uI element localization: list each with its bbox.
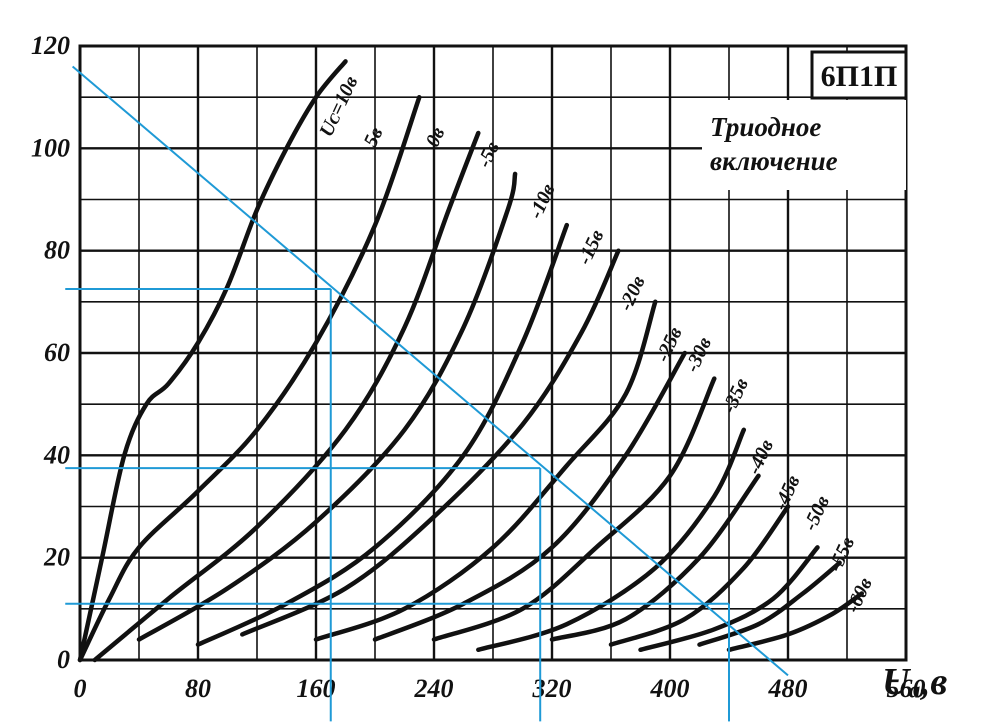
anode-curve [240, 248, 621, 637]
subtitle-line-2: включение [710, 146, 838, 176]
y-tick-labels: 0 20 40 60 80 100 120 [31, 31, 70, 674]
anode-curve [608, 504, 791, 647]
curve-label: 0в [422, 124, 450, 151]
anode-curve [92, 130, 481, 663]
anode-curve [726, 591, 865, 653]
y-tick-label: 80 [44, 236, 70, 265]
subtitle-line-1: Триодное [710, 112, 821, 142]
x-tick-label: 240 [414, 674, 454, 703]
curve-label: -15в [573, 227, 608, 269]
anode-curve [372, 350, 688, 642]
curve-label: -35в [718, 375, 753, 417]
curve-label: -50в [799, 493, 834, 535]
y-tick-label: 120 [31, 31, 70, 60]
plot-frame [78, 44, 908, 662]
x-tick-label: 80 [185, 674, 211, 703]
curve-label: -55в [824, 533, 859, 575]
curve-label: -30в [681, 334, 716, 376]
title-box [810, 50, 908, 100]
y-tick-label: 60 [44, 338, 70, 367]
x-tick-label: 320 [532, 674, 572, 703]
curve-label: -20в [615, 273, 650, 315]
anode-curve [313, 299, 658, 642]
overlay-line [71, 65, 789, 677]
blue-load-lines [65, 65, 789, 722]
x-tick-labels: 0 80 160 240 320 400 480 560 [74, 674, 926, 703]
curve-label: -10в [525, 180, 560, 222]
chart-title: 6П1П [821, 60, 898, 93]
anode-curve [431, 376, 717, 642]
anode-curve [77, 59, 348, 663]
curve-label: -5в [473, 138, 504, 171]
y-tick-label: 40 [43, 440, 70, 469]
x-tick-label: 160 [297, 674, 336, 703]
x-tick-label: 400 [650, 674, 690, 703]
anode-curve [77, 94, 422, 663]
anode-curve [136, 171, 518, 642]
anode-curve [638, 545, 820, 653]
anode-curve [476, 427, 747, 653]
y-tick-label: 20 [43, 543, 70, 572]
x-tick-label: 480 [768, 674, 808, 703]
subtitle-box [702, 100, 906, 190]
anode-curve [697, 560, 842, 647]
x-axis-label: Uₐ,в [882, 661, 947, 703]
curve-label: 5в [360, 124, 388, 151]
x-tick-label: 0 [74, 674, 87, 703]
y-tick-label: 0 [57, 645, 70, 674]
curve-label: -45в [770, 472, 805, 514]
anode-curve [549, 473, 761, 642]
x-tick-label: 560 [887, 674, 926, 703]
curve-label: Uᴄ=10в [315, 73, 362, 140]
curve-label: -40в [743, 436, 778, 478]
y-tick-label: 100 [31, 133, 70, 162]
